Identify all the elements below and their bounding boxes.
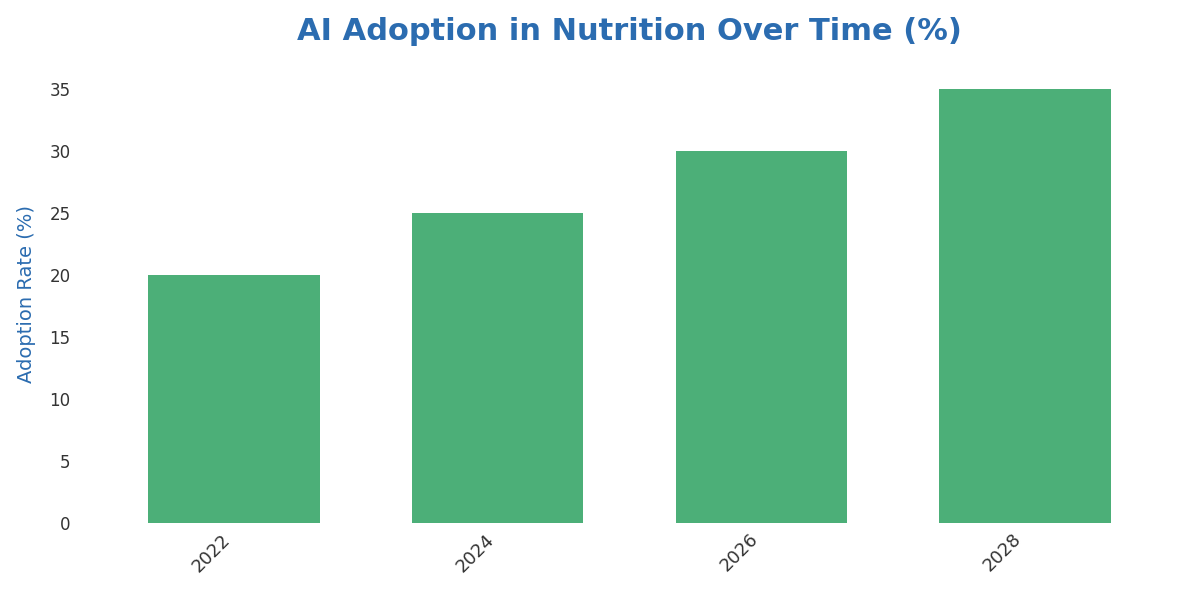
Bar: [676, 152, 847, 523]
Bar: [148, 275, 319, 523]
Y-axis label: Adoption Rate (%): Adoption Rate (%): [17, 205, 36, 383]
Bar: [940, 89, 1111, 523]
Title: AI Adoption in Nutrition Over Time (%): AI Adoption in Nutrition Over Time (%): [298, 17, 962, 46]
Bar: [412, 214, 583, 523]
